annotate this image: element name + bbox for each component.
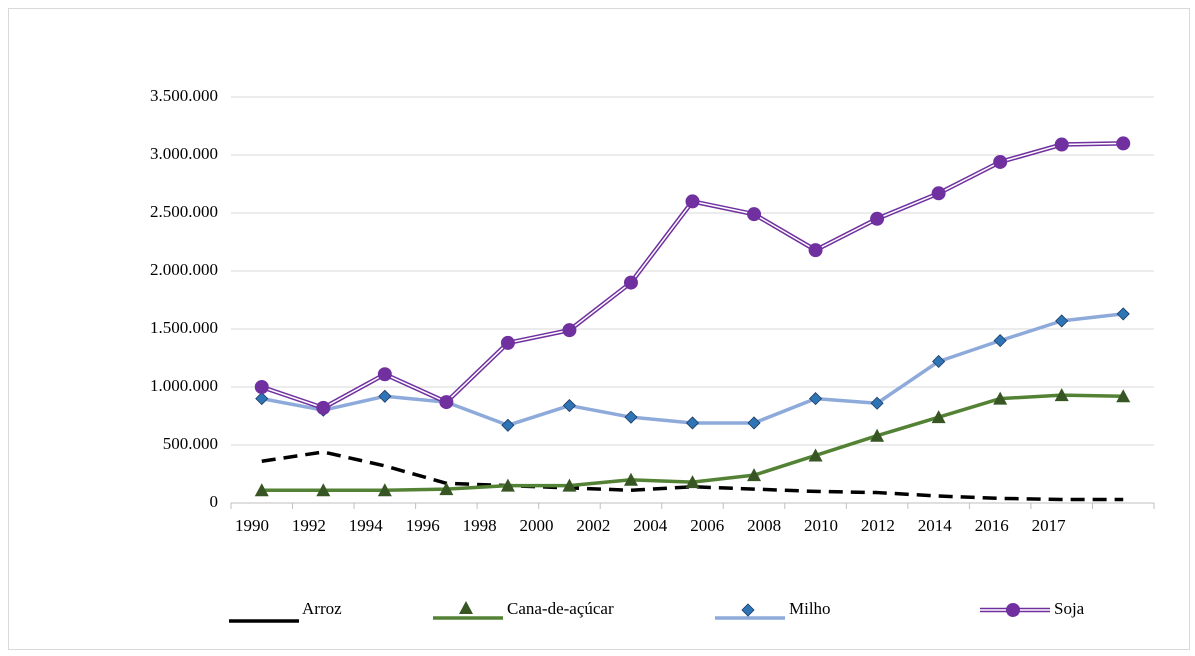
x-tick-label: 1994	[349, 516, 384, 535]
data-point	[685, 416, 700, 430]
data-point	[870, 428, 885, 442]
data-point	[931, 410, 946, 424]
data-point	[562, 323, 577, 338]
data-point	[870, 211, 885, 226]
data-point	[685, 194, 700, 209]
legend-marker	[741, 603, 755, 617]
legend-marker	[1006, 603, 1020, 617]
data-point	[500, 478, 515, 492]
y-tick-label: 500.000	[163, 434, 218, 453]
legend-label: Soja	[1054, 599, 1085, 618]
data-point	[439, 482, 454, 496]
x-tick-label: 2014	[918, 516, 953, 535]
x-tick-label: 1998	[463, 516, 497, 535]
data-point	[993, 334, 1007, 348]
data-point	[685, 475, 700, 489]
y-tick-label: 1.500.000	[150, 318, 218, 337]
y-tick-label: 3.500.000	[150, 86, 218, 105]
data-point	[1116, 136, 1131, 151]
data-point	[747, 207, 762, 222]
x-tick-label: 2006	[690, 516, 724, 535]
data-point	[747, 468, 762, 482]
data-point	[623, 275, 638, 290]
x-tick-label: 2008	[747, 516, 781, 535]
x-tick-label: 2017	[1032, 516, 1067, 535]
y-tick-label: 1.000.000	[150, 376, 218, 395]
legend-marker	[459, 601, 473, 614]
x-tick-label: 2004	[633, 516, 668, 535]
y-tick-label: 0	[210, 492, 219, 511]
data-point	[993, 391, 1008, 405]
data-point	[932, 354, 946, 369]
data-point	[747, 416, 761, 430]
x-tick-label: 2010	[804, 516, 838, 535]
data-point	[809, 392, 823, 406]
data-point	[1054, 137, 1069, 152]
data-point	[316, 483, 331, 497]
legend-label: Cana-de-açúcar	[507, 599, 614, 618]
data-point	[439, 395, 454, 410]
data-point	[808, 243, 823, 258]
data-point	[562, 478, 577, 492]
data-point	[808, 448, 823, 462]
y-tick-label: 2.000.000	[150, 260, 218, 279]
data-point	[378, 389, 392, 403]
data-point	[931, 186, 946, 201]
x-tick-label: 1990	[235, 516, 269, 535]
data-point	[377, 483, 392, 497]
data-point	[624, 410, 638, 424]
data-point	[254, 483, 269, 497]
data-point	[255, 392, 269, 406]
data-point	[623, 472, 638, 486]
data-point	[1055, 314, 1069, 328]
legend-label: Milho	[789, 599, 831, 618]
x-tick-label: 2002	[576, 516, 610, 535]
data-point	[562, 398, 576, 413]
x-tick-label: 2000	[520, 516, 554, 535]
data-point	[1116, 307, 1130, 321]
x-tick-label: 2012	[861, 516, 895, 535]
data-point	[377, 367, 392, 382]
legend-label: Arroz	[302, 599, 342, 618]
data-point	[993, 154, 1008, 169]
data-point	[254, 380, 269, 394]
data-point	[500, 335, 515, 350]
y-tick-label: 2.500.000	[150, 202, 218, 221]
x-tick-label: 1996	[406, 516, 440, 535]
x-tick-label: 1992	[292, 516, 326, 535]
data-point	[316, 400, 331, 415]
x-tick-label: 2016	[975, 516, 1009, 535]
data-point	[1054, 388, 1069, 402]
data-point	[1116, 389, 1131, 403]
data-point	[501, 418, 515, 432]
data-point	[870, 396, 884, 410]
y-tick-label: 3.000.000	[150, 144, 218, 163]
